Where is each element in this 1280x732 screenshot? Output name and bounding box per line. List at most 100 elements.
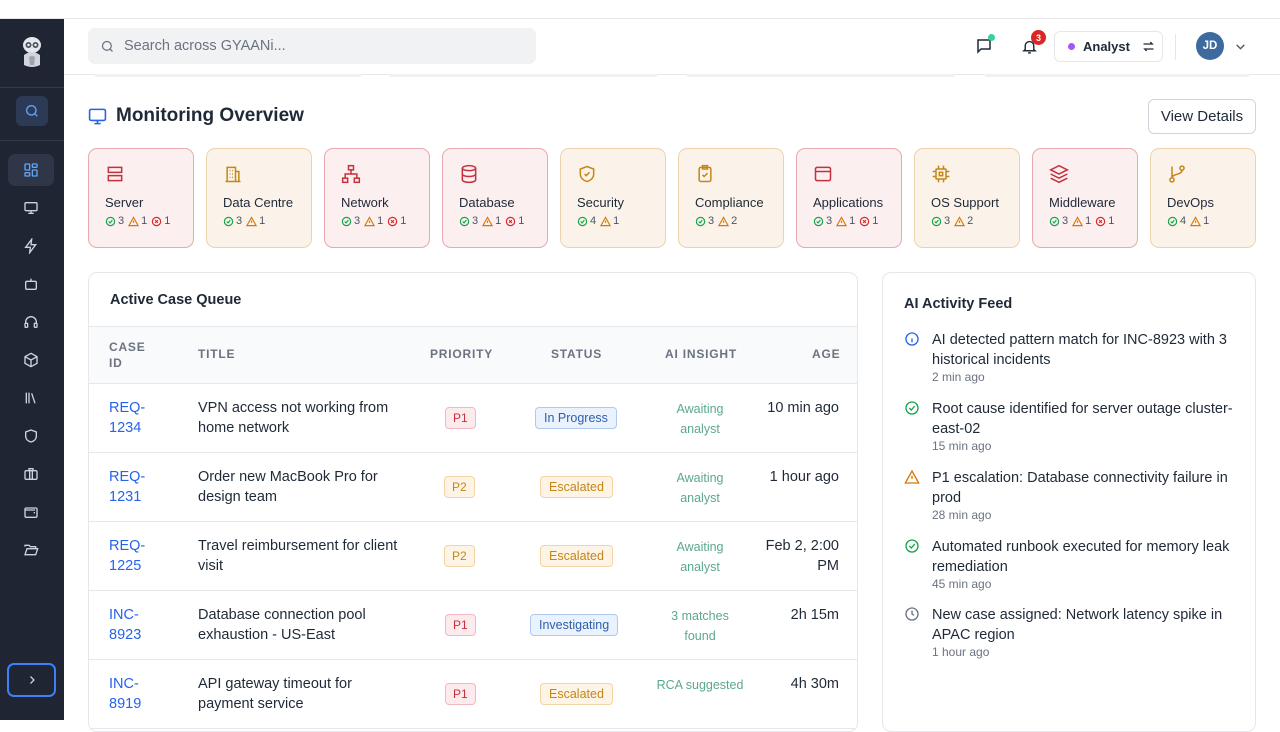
column-ai-insight: AI INSIGHT	[665, 347, 738, 361]
card-name: Security	[577, 195, 624, 210]
search-placeholder: Search across GYAANi...	[124, 38, 286, 54]
ok-stat: 3	[931, 215, 950, 227]
monitoring-card-server[interactable]: Server 3 1 1	[88, 148, 194, 248]
scrolled-card-edge	[686, 74, 956, 77]
table-row[interactable]: INC-8919 API gateway timeout for payment …	[89, 660, 857, 729]
monitoring-card-compliance[interactable]: Compliance 3 2	[678, 148, 784, 248]
case-id-link[interactable]: INC-8919	[109, 676, 142, 712]
building-icon	[225, 166, 241, 183]
sidebar-item-bots[interactable]	[8, 268, 54, 300]
monitoring-card-middleware[interactable]: Middleware 3 1 1	[1032, 148, 1138, 248]
notifications-button[interactable]: 3	[1017, 30, 1046, 57]
priority-badge: P2	[444, 476, 475, 498]
view-details-button[interactable]: View Details	[1148, 99, 1256, 134]
sidebar-search-button[interactable]	[16, 96, 48, 126]
table-row[interactable]: REQ-1225 Travel reimbursement for client …	[89, 522, 857, 591]
ai-insight: Awaiting analyst	[676, 471, 724, 505]
column-case-id: CASE ID	[109, 340, 146, 370]
role-switcher[interactable]: Analyst	[1054, 31, 1163, 62]
sidebar-item-files[interactable]	[8, 534, 54, 566]
feed-text: P1 escalation: Database connectivity fai…	[932, 470, 1228, 506]
chevron-right-icon	[29, 676, 35, 684]
case-id-link[interactable]: INC-8923	[109, 607, 142, 643]
monitoring-card-os-support[interactable]: OS Support 3 2	[914, 148, 1020, 248]
search-icon	[101, 40, 113, 52]
case-age: 2h 15m	[790, 607, 839, 623]
sidebar-item-monitoring[interactable]	[8, 192, 54, 224]
table-row[interactable]: INC-8923 Database connection pool exhaust…	[89, 591, 857, 660]
warn-stat: 1	[1072, 215, 1091, 227]
sidebar-item-library[interactable]	[8, 382, 54, 414]
avatar[interactable]: JD	[1196, 32, 1224, 60]
warning-icon	[904, 469, 920, 490]
card-name: Middleware	[1049, 195, 1116, 210]
messages-button[interactable]	[972, 34, 996, 57]
monitoring-card-devops[interactable]: DevOps 4 1	[1150, 148, 1256, 248]
feed-time: 15 min ago	[932, 439, 992, 453]
sidebar-item-dashboard[interactable]	[8, 154, 54, 186]
monitoring-card-network[interactable]: Network 3 1 1	[324, 148, 430, 248]
feed-time: 1 hour ago	[932, 645, 990, 659]
monitor-icon	[24, 202, 38, 214]
table-header: CASE ID TITLE PRIORITY STATUS AI INSIGHT…	[89, 326, 857, 384]
feed-text: Root cause identified for server outage …	[932, 401, 1233, 437]
sidebar-item-workspace[interactable]	[8, 458, 54, 490]
case-id-link[interactable]: REQ-1231	[109, 469, 146, 505]
check-circle-icon	[341, 216, 352, 226]
ok-stat: 4	[577, 215, 596, 227]
x-circle-icon	[860, 216, 870, 226]
sidebar-item-security[interactable]	[8, 420, 54, 452]
case-title: VPN access not working from home network	[198, 400, 389, 436]
monitoring-card-data-centre[interactable]: Data Centre 3 1	[206, 148, 312, 248]
case-age: Feb 2, 2:00 PM	[765, 538, 839, 574]
check-circle-icon	[223, 216, 234, 226]
table-row[interactable]: REQ-1231 Order new MacBook Pro for design…	[89, 453, 857, 522]
warning-icon	[600, 215, 612, 226]
ok-stat: 3	[223, 215, 242, 227]
error-stat: 1	[859, 215, 878, 227]
table-row[interactable]: REQ-1234 VPN access not working from home…	[89, 384, 857, 453]
sidebar-expand-button[interactable]	[7, 663, 56, 697]
column-status: STATUS	[551, 347, 603, 361]
box-icon	[24, 352, 38, 368]
search-input[interactable]: Search across GYAANi...	[88, 28, 536, 64]
case-title: API gateway timeout for payment service	[198, 676, 352, 712]
robot-icon	[25, 278, 37, 290]
warn-stat: 2	[718, 215, 737, 227]
monitoring-overview-heading: Monitoring Overview	[88, 105, 304, 127]
wallet-icon	[24, 507, 38, 518]
switch-icon	[1143, 41, 1154, 52]
sidebar-item-support[interactable]	[8, 306, 54, 338]
case-title: Database connection pool exhaustion - US…	[198, 607, 366, 643]
check-circle-icon	[1167, 216, 1178, 226]
monitoring-card-security[interactable]: Security 4 1	[560, 148, 666, 248]
priority-badge: P1	[445, 683, 476, 705]
case-id-link[interactable]: REQ-1234	[109, 400, 146, 436]
app-window-icon	[814, 166, 832, 182]
sidebar-divider	[0, 87, 64, 88]
monitoring-card-applications[interactable]: Applications 3 1 1	[796, 148, 902, 248]
logo-icon[interactable]	[16, 35, 48, 69]
card-name: Applications	[813, 195, 884, 210]
warn-stat: 1	[246, 215, 265, 227]
monitoring-card-database[interactable]: Database 3 1 1	[442, 148, 548, 248]
case-id-link[interactable]: REQ-1225	[109, 538, 146, 574]
user-menu-button[interactable]	[1232, 39, 1248, 53]
card-name: Database	[459, 195, 515, 210]
sidebar-item-packages[interactable]	[8, 344, 54, 376]
sidebar-item-automation[interactable]	[8, 230, 54, 262]
sidebar-item-wallet[interactable]	[8, 496, 54, 528]
shield-check-icon	[579, 165, 595, 183]
ok-stat: 3	[1049, 215, 1068, 227]
ok-stat: 4	[1167, 215, 1186, 227]
x-circle-icon	[152, 216, 162, 226]
priority-badge: P1	[445, 407, 476, 429]
check-circle-icon	[1049, 216, 1060, 226]
case-age: 10 min ago	[767, 400, 839, 416]
ok-stat: 3	[459, 215, 478, 227]
